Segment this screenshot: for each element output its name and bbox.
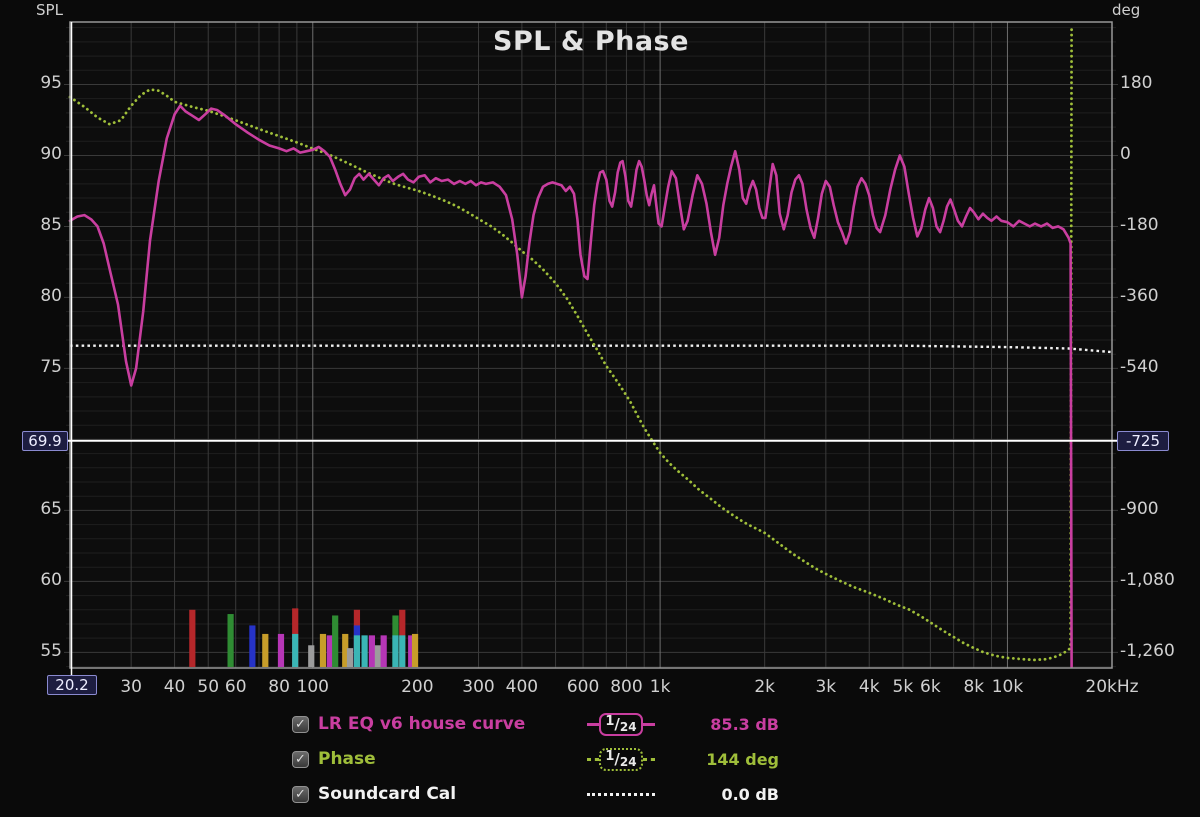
fraction-slash-icon: / <box>614 715 620 733</box>
x-axis-tick-label: 800 <box>610 677 643 697</box>
legend-label-phase: Phase <box>318 749 376 769</box>
y-axis-tick-label: -900 <box>1120 498 1159 519</box>
x-axis-tick-label: 50 <box>197 677 220 697</box>
check-icon: ✓ <box>295 716 306 732</box>
legend-value-spl: 85.3 dB <box>710 714 779 734</box>
x-axis-tick-label: 60 <box>224 677 247 697</box>
x-axis-tick-label: 600 <box>566 677 600 697</box>
smoothing-fraction-box: 1/24 <box>599 712 643 736</box>
solid-line-sample <box>643 722 655 726</box>
y-axis-tick-label: 65 <box>40 499 62 520</box>
phase-trace <box>68 23 1073 662</box>
check-icon: ✓ <box>295 751 306 767</box>
x-axis-tick-label: 6k <box>920 677 941 697</box>
x-axis-tick-label: 10k <box>991 677 1024 697</box>
x-axis-tick-label: 40 <box>163 677 186 697</box>
y-axis-tick-label: 60 <box>40 570 62 591</box>
y-axis-tick-label: -540 <box>1120 356 1159 377</box>
dotted-line-sample <box>643 757 655 761</box>
solid-line-sample <box>587 722 599 726</box>
x-axis-tick-label: 300 <box>462 677 495 697</box>
y-axis-tick-label: 75 <box>40 357 62 378</box>
smoothing-fraction-box: 1/24 <box>599 747 643 771</box>
x-axis-tick-label: 8k <box>963 677 985 697</box>
x-axis-tick-label: 1k <box>649 677 671 697</box>
y-axis-right-title: deg <box>1112 1 1141 19</box>
x-axis-tick-label: 100 <box>296 677 329 697</box>
dotted-line-sample <box>587 792 655 796</box>
y-axis-tick-label: 90 <box>40 144 62 165</box>
spl-smoothing-badge[interactable]: 1/24 <box>576 712 666 736</box>
x-axis-tick-label: 4k <box>858 677 880 697</box>
plot-area[interactable] <box>0 0 1200 705</box>
spl-trace <box>68 104 1073 668</box>
x-axis-tick-label: 30 <box>120 677 142 697</box>
x-axis-tick-label: 400 <box>505 677 539 697</box>
legend-row-spl: ✓ LR EQ v6 house curve 1/24 85.3 dB <box>292 710 779 738</box>
soundcard-cal-trace <box>70 344 1113 354</box>
eq-filter-bars <box>189 608 419 667</box>
grid <box>64 22 1118 668</box>
legend-label-spl: LR EQ v6 house curve <box>318 714 526 734</box>
dotted-line-sample <box>587 757 599 761</box>
x-axis-tick-label: 200 <box>401 677 434 697</box>
check-icon: ✓ <box>295 786 306 802</box>
y-axis-tick-label: 85 <box>40 215 62 236</box>
x-axis-tick-label: 20kHz <box>1085 677 1139 697</box>
y-axis-tick-label: 80 <box>40 286 62 307</box>
spl-visibility-checkbox[interactable]: ✓ <box>292 715 309 733</box>
cursor-spl-readout[interactable]: 69.9 <box>22 431 68 451</box>
plot-border <box>69 21 1113 669</box>
cursor-freq-readout[interactable]: 20.2 <box>47 675 97 695</box>
phase-visibility-checkbox[interactable]: ✓ <box>292 750 309 768</box>
soundcard-line-sample <box>576 792 666 796</box>
fraction-slash-icon: / <box>614 750 620 768</box>
legend-row-soundcard: ✓ Soundcard Cal 0.0 dB <box>292 780 779 808</box>
legend-value-phase: 144 deg <box>706 749 779 769</box>
legend: ✓ LR EQ v6 house curve 1/24 85.3 dB ✓ Ph… <box>292 710 779 815</box>
y-axis-tick-label: -360 <box>1120 285 1159 306</box>
chart-title: SPL & Phase <box>493 26 689 57</box>
y-axis-tick-label: -1,080 <box>1120 569 1175 590</box>
x-axis-tick-label: 5k <box>892 677 914 697</box>
y-axis-tick-label: 0 <box>1120 144 1131 164</box>
y-axis-left-title: SPL <box>36 1 63 19</box>
x-axis-tick-label: 80 <box>268 677 290 697</box>
phase-smoothing-badge[interactable]: 1/24 <box>576 747 666 771</box>
y-axis-tick-label: 95 <box>40 73 62 94</box>
legend-row-phase: ✓ Phase 1/24 144 deg <box>292 745 779 773</box>
y-axis-tick-label: 180 <box>1120 73 1153 93</box>
y-axis-tick-label: -180 <box>1120 215 1159 235</box>
x-axis-tick-label: 2k <box>754 677 775 697</box>
y-axis-tick-label: -1,260 <box>1120 640 1175 661</box>
legend-value-soundcard: 0.0 dB <box>721 784 779 804</box>
soundcard-visibility-checkbox[interactable]: ✓ <box>292 785 309 803</box>
y-axis-tick-label: 55 <box>40 641 62 662</box>
x-axis-tick-label: 3k <box>815 677 837 697</box>
cursor-deg-readout[interactable]: -725 <box>1117 431 1169 451</box>
legend-label-soundcard: Soundcard Cal <box>318 784 457 804</box>
